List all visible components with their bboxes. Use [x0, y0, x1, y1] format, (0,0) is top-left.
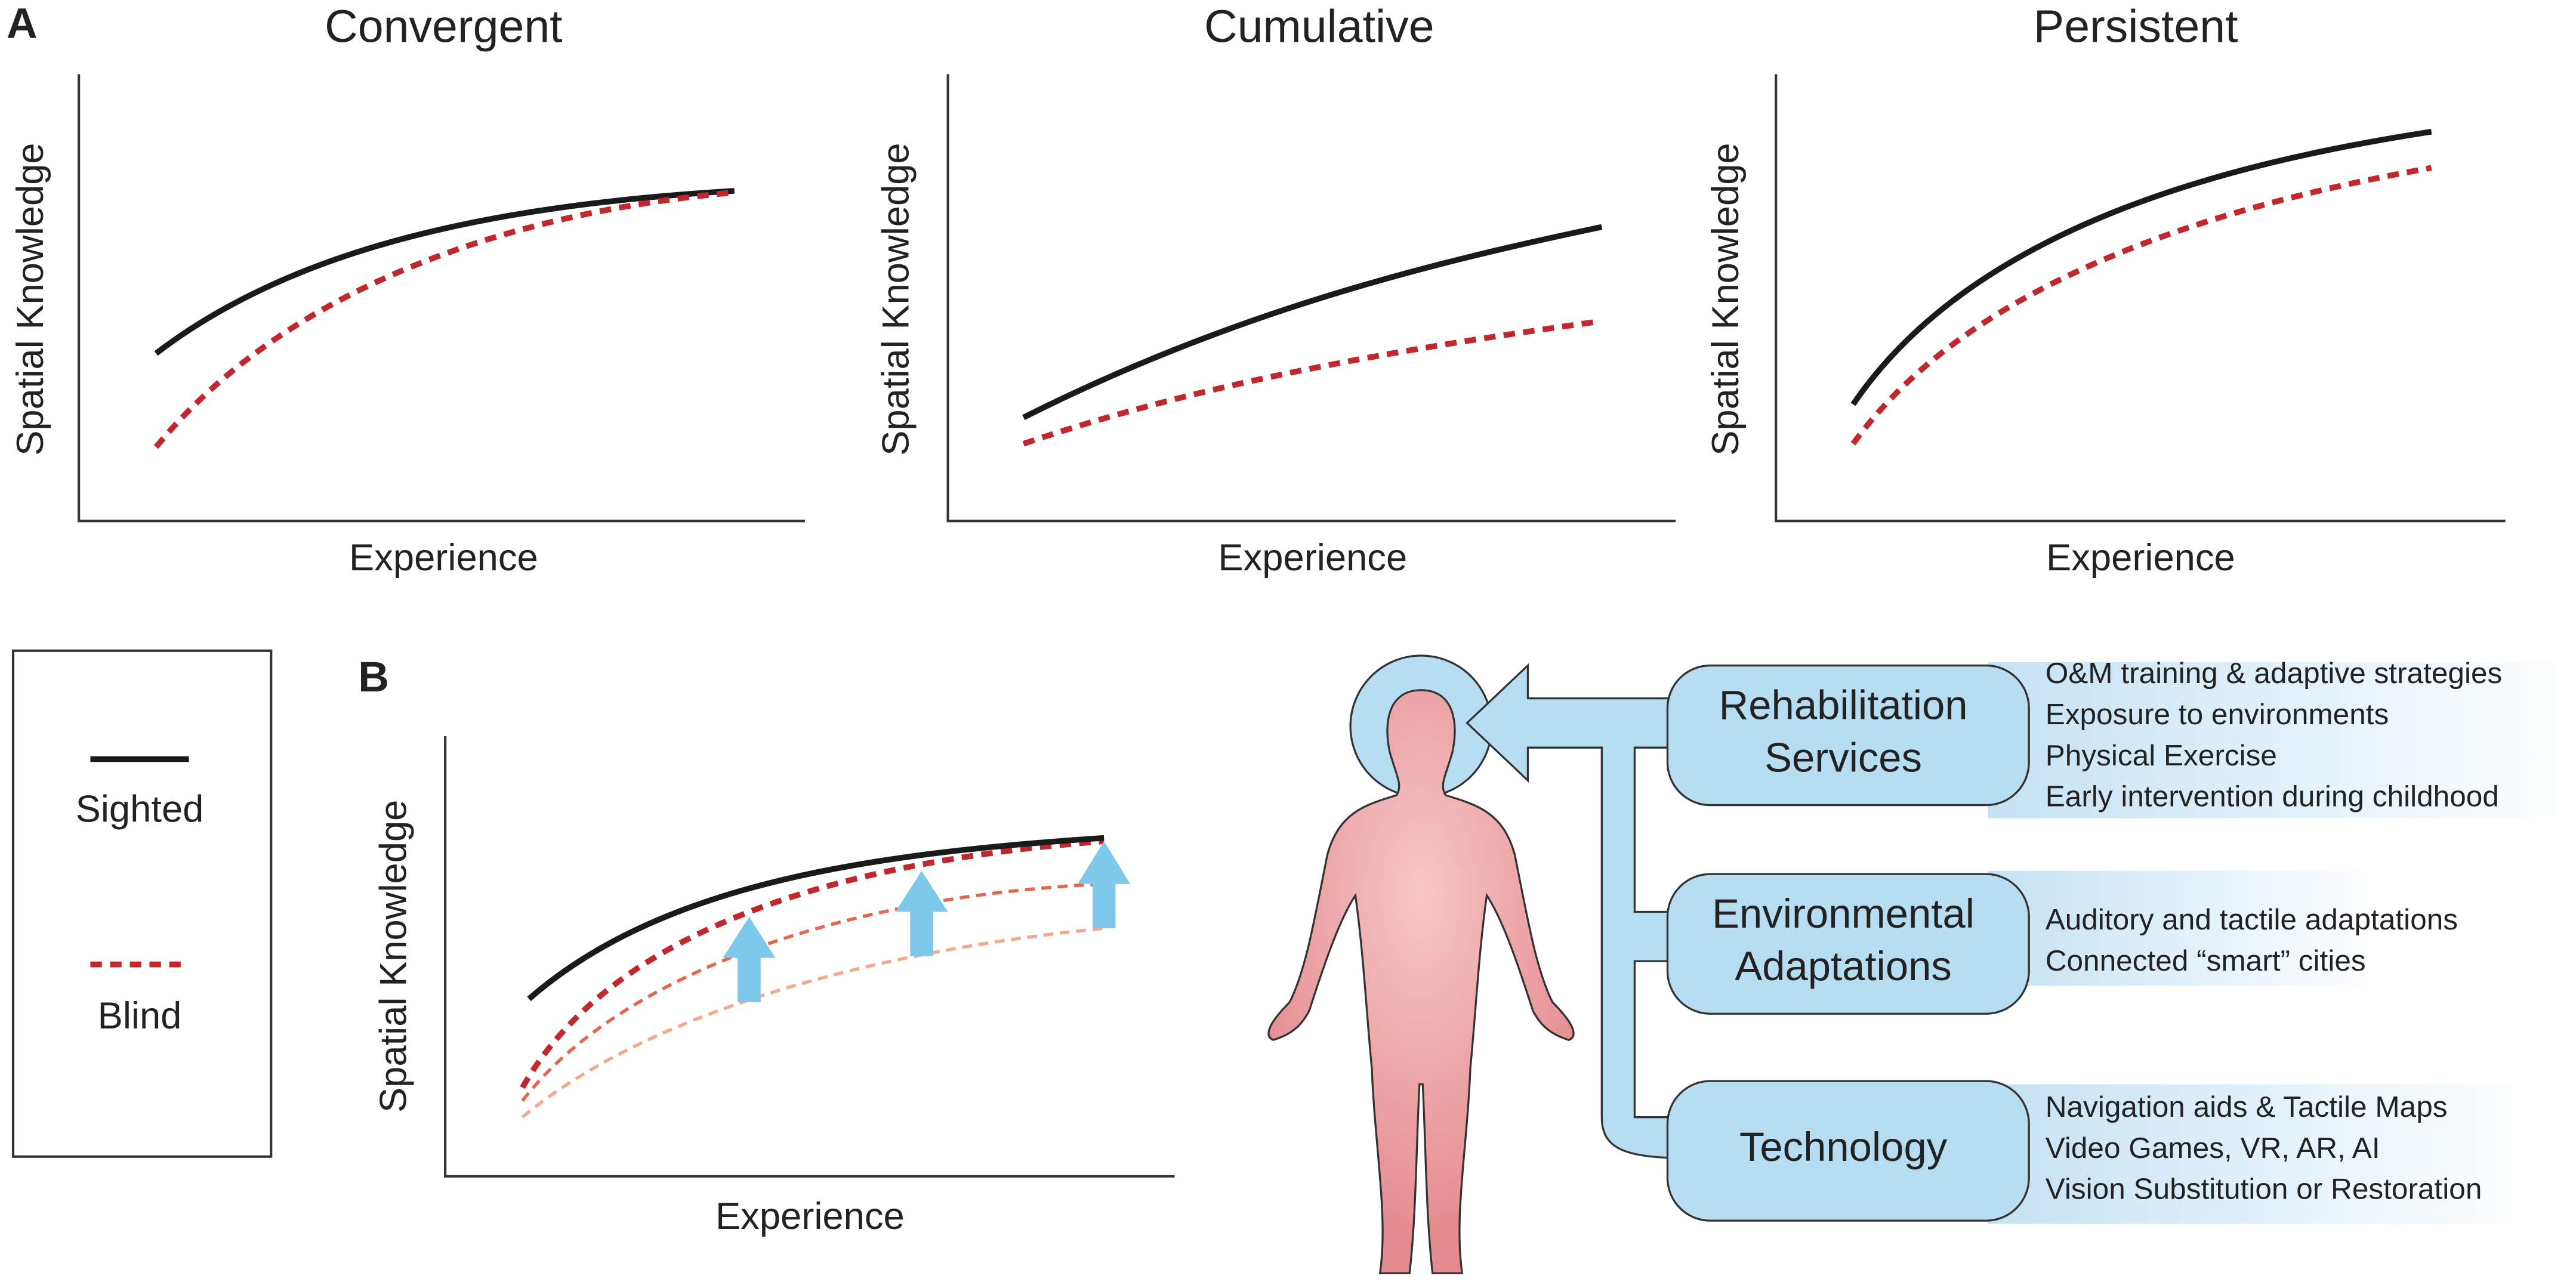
item: Auditory and tactile adaptations — [2046, 903, 2458, 936]
intervention-diagram — [1267, 654, 2576, 1274]
box-texts: Rehabilitation Services O&M training & ada… — [1712, 656, 2502, 1206]
x-axis-label: Experience — [1218, 537, 1407, 579]
sighted-curve — [527, 835, 1105, 1002]
item-background — [1988, 662, 2576, 818]
improvement-arrow — [1078, 841, 1131, 929]
plot: Convergent Spatial Knowledge Experience — [10, 1, 806, 579]
category-box — [1666, 873, 2030, 1015]
item: Vision Substitution or Restoration — [2046, 1172, 2482, 1206]
blind-curve — [1022, 319, 1594, 447]
improvement-arrow — [895, 870, 948, 956]
box-title: Environmental — [1712, 891, 1975, 937]
category-box — [1666, 1080, 2030, 1222]
x-axis-label: Experience — [349, 537, 538, 579]
legend-label: Blind — [98, 995, 182, 1037]
x-axis-label: Experience — [715, 1196, 905, 1237]
axes — [946, 74, 1676, 523]
sighted-curve — [1850, 128, 2432, 406]
item: Connected “smart” cities — [2046, 944, 2366, 977]
box-title: Rehabilitation — [1719, 682, 1968, 728]
x-axis-label: Experience — [2046, 537, 2235, 579]
sighted-curve — [154, 188, 735, 356]
sighted-curve — [1022, 224, 1603, 421]
item: Exposure to environments — [2046, 697, 2389, 731]
item: Video Games, VR, AR, AI — [2046, 1131, 2380, 1164]
axes — [444, 736, 1175, 1178]
blind-curve — [520, 838, 1105, 1089]
item: Navigation aids & Tactile Maps — [2046, 1090, 2448, 1123]
item: Physical Exercise — [2046, 739, 2277, 772]
y-axis-label: Spatial Knowledge — [1705, 143, 1747, 455]
panel-label: B — [358, 653, 389, 701]
plot-title: Cumulative — [1204, 1, 1434, 52]
legend: Sighted Blind — [11, 649, 273, 1158]
plot: Persistent Spatial Knowledge Experience — [1705, 1, 2506, 579]
item: Early intervention during childhood — [2046, 780, 2499, 813]
improved-curve — [521, 882, 1105, 1102]
item-background — [1988, 1084, 2530, 1224]
axes — [78, 74, 806, 523]
y-axis-label: Spatial Knowledge — [10, 143, 51, 455]
box-title: Services — [1764, 734, 1922, 780]
item-background — [1988, 870, 2383, 986]
blind-curve — [153, 189, 735, 449]
human-figure — [1267, 689, 1575, 1274]
plot-title: Convergent — [325, 1, 562, 52]
axes — [1775, 74, 2506, 523]
category-box — [1666, 664, 2030, 807]
plot: Cumulative Spatial Knowledge Experience — [875, 1, 1676, 579]
panel-label: A — [7, 0, 38, 47]
box-title: Technology — [1739, 1124, 1948, 1170]
improvement-arrow — [723, 916, 776, 1002]
legend-box — [11, 649, 273, 1158]
blind-curve — [1850, 165, 2432, 446]
box-title: Adaptations — [1735, 943, 1951, 989]
y-axis-label: Spatial Knowledge — [875, 143, 917, 455]
item: O&M training & adaptive strategies — [2046, 656, 2503, 690]
plot-title: Persistent — [2034, 1, 2238, 52]
plot: Spatial Knowledge Experience — [372, 736, 1175, 1237]
y-axis-label: Spatial Knowledge — [372, 800, 414, 1113]
legend-label: Sighted — [76, 788, 204, 830]
improved-curve — [521, 926, 1105, 1119]
